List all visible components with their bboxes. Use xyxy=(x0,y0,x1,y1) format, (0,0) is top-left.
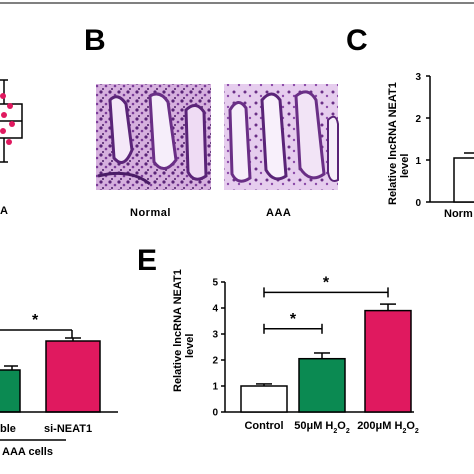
panel-c-fragment: 3 2 1 0 Norm Relative lncRNA NEAT1 level xyxy=(387,72,474,220)
panel-c-ytick: 1 xyxy=(415,156,421,167)
panel-label-c: C xyxy=(346,24,368,57)
histology-image-normal xyxy=(96,84,211,190)
panel-e-ytick-label: 2 xyxy=(212,356,218,367)
panel-c-ytick: 2 xyxy=(415,114,421,125)
panel-e-ytick-label: 0 xyxy=(212,408,218,419)
data-point xyxy=(1,112,7,118)
panel-a-fragment: A xyxy=(0,79,23,217)
panel-c-bar-normal xyxy=(453,157,474,203)
data-point xyxy=(7,103,13,109)
data-point xyxy=(6,139,12,145)
panel-c-ylabel-line2: level xyxy=(399,154,411,178)
panel-c-ylabel-line1: Relative lncRNA NEAT1 xyxy=(387,82,399,205)
data-point xyxy=(0,93,6,99)
histology-caption-aaa: AAA xyxy=(266,207,291,219)
panel-d-bar-green xyxy=(0,369,21,413)
panel-d-fragment: * ble si-NEAT1 AAA cells xyxy=(0,312,118,458)
panel-d-category-label: ble xyxy=(0,423,16,435)
panel-e-ytick-label: 1 xyxy=(212,382,218,393)
panel-d-category-label: si-NEAT1 xyxy=(44,423,92,435)
panel-e-ytick-label: 4 xyxy=(212,304,218,315)
panel-label-b: B xyxy=(84,24,106,57)
panel-e-bar xyxy=(364,309,412,413)
panel-e-category-label: 50μM H2O2 xyxy=(294,420,350,435)
panel-e-chart: Relative lncRNA NEAT1 level 0 1 2 3 4 5 Contro… xyxy=(172,269,419,434)
panel-a-category-label: A xyxy=(0,205,8,217)
panel-e-category-label: 200μM H2O2 xyxy=(357,420,419,435)
panel-e-ytick-label: 5 xyxy=(212,278,218,289)
data-point xyxy=(0,128,6,134)
panel-e-ytick-label: 3 xyxy=(212,330,218,341)
data-point xyxy=(9,121,15,127)
histology-image-aaa xyxy=(224,84,339,190)
panel-c-ytick: 3 xyxy=(415,72,421,83)
panel-c-ytick: 0 xyxy=(415,198,421,209)
panel-d-significance-star: * xyxy=(32,312,39,329)
histology-caption-normal: Normal xyxy=(130,207,171,219)
panel-e-significance-star: * xyxy=(323,274,330,291)
panel-e-category-label: Control xyxy=(244,420,283,432)
panel-e-ylabel-line2: level xyxy=(184,334,196,358)
panel-e-significance-star: * xyxy=(290,311,297,328)
panel-e-bar xyxy=(240,385,288,413)
panel-d-group-label: AAA cells xyxy=(2,446,53,458)
panel-d-bar-pink xyxy=(45,340,101,413)
panel-e-bar xyxy=(298,357,346,413)
panel-label-e: E xyxy=(137,244,157,277)
panel-e-ylabel-line1: Relative lncRNA NEAT1 xyxy=(172,269,184,392)
panel-c-category-label: Norm xyxy=(444,208,473,220)
